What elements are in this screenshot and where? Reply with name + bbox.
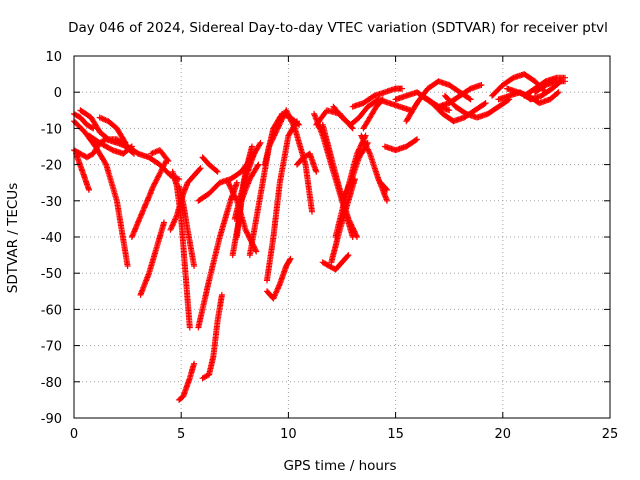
plot-area [71, 71, 568, 403]
data-points [381, 136, 420, 154]
data-series-arc24 [238, 161, 262, 204]
data-series-arc27 [264, 118, 300, 284]
data-points [377, 179, 390, 193]
data-series-arc29 [294, 150, 320, 175]
y-tick-label: -30 [41, 195, 62, 210]
data-points [349, 85, 405, 110]
data-points [176, 183, 198, 269]
data-series-arc17 [199, 291, 225, 382]
data-series-arc42 [381, 136, 420, 154]
data-points [261, 110, 303, 168]
y-tick-label: -40 [41, 231, 62, 246]
data-points [294, 150, 320, 175]
data-series-arc26 [264, 255, 294, 302]
data-points [96, 114, 129, 146]
data-points [137, 219, 167, 298]
data-points [148, 147, 172, 164]
chart-title: Day 046 of 2024, Sidereal Day-to-day VTE… [68, 20, 608, 36]
x-axis-label: GPS time / hours [283, 458, 396, 474]
data-points [441, 92, 513, 121]
data-points [77, 107, 137, 157]
x-tick-label: 25 [602, 427, 619, 442]
y-tick-label: -70 [41, 340, 62, 355]
x-tick-label: 10 [280, 427, 297, 442]
data-series-arc15 [176, 360, 198, 403]
data-series-arc33 [319, 252, 352, 273]
data-series-arc40 [349, 85, 405, 110]
x-tick-label: 20 [495, 427, 512, 442]
data-series-arc6 [77, 107, 137, 157]
y-tick-label: -60 [41, 303, 62, 318]
x-tick-label: 15 [387, 427, 404, 442]
data-points [319, 252, 352, 273]
data-series-arc14 [176, 183, 198, 269]
data-series-arc7 [96, 114, 129, 146]
data-points [176, 360, 198, 403]
x-tick-label: 0 [70, 427, 78, 442]
y-tick-label: 10 [45, 50, 62, 65]
data-series-arc38 [377, 179, 390, 193]
x-axis-ticks: 0 5 10 15 20 25 [70, 56, 618, 442]
data-series-arc11 [137, 219, 167, 298]
y-axis-ticks: 10 0 -10 -20 -30 -40 -50 -60 -70 -80 -90 [41, 50, 610, 427]
data-points [521, 74, 568, 99]
y-tick-label: -50 [41, 267, 62, 282]
data-series-arc47 [441, 92, 513, 121]
data-series-arc19 [199, 154, 221, 175]
data-series-arc51 [521, 74, 568, 99]
data-points [264, 118, 300, 284]
data-points [199, 291, 225, 382]
data-points [73, 150, 92, 193]
y-tick-label: -20 [41, 159, 62, 174]
y-axis-label: SDTVAR / TECUs [5, 183, 21, 293]
data-points [264, 255, 294, 302]
data-points [532, 78, 568, 96]
data-points [199, 154, 221, 175]
y-tick-label: -10 [41, 122, 62, 137]
y-tick-label: 0 [54, 86, 62, 101]
data-series-arc52 [532, 78, 568, 96]
x-tick-label: 5 [177, 427, 185, 442]
data-points [360, 96, 386, 132]
data-series-arc41 [360, 96, 386, 132]
y-tick-label: -90 [41, 412, 62, 427]
data-series-arc4 [73, 150, 92, 193]
data-points [238, 161, 262, 204]
data-series-arc28 [261, 110, 303, 168]
data-series-arc10 [148, 147, 172, 164]
y-tick-label: -80 [41, 376, 62, 391]
